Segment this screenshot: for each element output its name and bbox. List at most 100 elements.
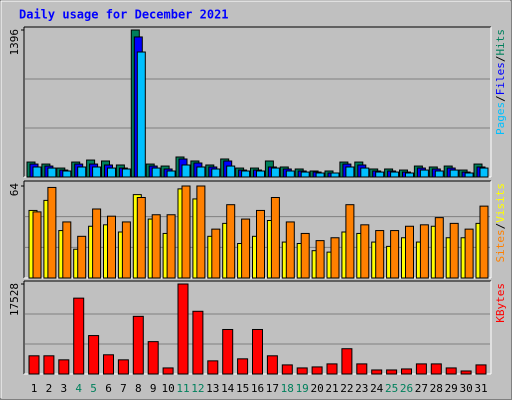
bar [285, 170, 295, 178]
bar [270, 167, 280, 178]
legend: KBytes [494, 283, 507, 323]
x-tick-label: 3 [60, 382, 67, 395]
bar [117, 359, 129, 375]
x-tick-label: 4 [75, 382, 82, 395]
bar [449, 169, 459, 178]
bar [73, 297, 85, 375]
bar [166, 214, 176, 279]
x-tick-label: 13 [206, 382, 219, 395]
legend-separator: / [494, 95, 507, 102]
bar [92, 166, 102, 178]
bar [121, 221, 131, 279]
y-tick-label: 64 [8, 183, 21, 197]
bar [326, 363, 338, 375]
bar [360, 167, 370, 178]
bar [121, 168, 131, 178]
x-tick-label: 20 [310, 382, 323, 395]
bar [315, 240, 325, 279]
bar [356, 363, 368, 375]
bar [300, 171, 310, 178]
legend: Sites/Visits [494, 183, 507, 263]
bar [32, 166, 42, 178]
bar [345, 204, 355, 279]
bar [315, 172, 325, 178]
x-tick-label: 9 [150, 382, 157, 395]
bar [103, 354, 114, 375]
bar [419, 224, 429, 279]
bar [281, 364, 293, 375]
bar [311, 366, 323, 375]
bar [151, 167, 161, 178]
legend-entry: Hits [494, 29, 507, 56]
bar [464, 172, 474, 178]
panel [24, 27, 491, 177]
bar [341, 348, 353, 375]
bar [330, 237, 340, 279]
bar [464, 228, 474, 279]
bar [386, 369, 398, 375]
bar [479, 205, 489, 279]
bar [147, 341, 159, 375]
bar [28, 355, 40, 375]
y-tick-label: 17528 [8, 283, 21, 316]
x-tick-label: 2 [46, 382, 53, 395]
bar [177, 283, 189, 375]
x-tick-label: 18 [281, 382, 294, 395]
bar [430, 363, 442, 375]
bar [401, 368, 412, 375]
legend-entry: Visits [494, 183, 507, 223]
legend-entry: Sites [494, 229, 507, 262]
bar [47, 186, 57, 279]
x-tick-label: 11 [176, 382, 189, 395]
x-tick-label: 14 [221, 382, 235, 395]
bar [300, 232, 310, 279]
bar [330, 172, 340, 178]
bar [375, 230, 385, 279]
legend-entry: KBytes [494, 283, 507, 323]
bar [237, 358, 249, 375]
bar [371, 369, 383, 375]
bar [434, 170, 444, 178]
bar [252, 328, 263, 375]
bar [345, 166, 355, 178]
x-tick-label: 29 [445, 382, 458, 395]
bar [58, 359, 70, 375]
x-tick-label: 7 [120, 382, 127, 395]
bar [296, 367, 308, 375]
x-tick-label: 27 [415, 382, 428, 395]
bar [222, 328, 234, 375]
bar [192, 310, 204, 375]
legend: Pages/Files/Hits [494, 29, 507, 135]
bar [107, 167, 116, 178]
bar [405, 172, 414, 178]
bar [475, 364, 487, 375]
bar [166, 170, 176, 178]
bar [88, 335, 100, 375]
x-tick-label: 16 [251, 382, 264, 395]
bar [62, 221, 72, 279]
x-tick-label: 23 [355, 382, 368, 395]
bar [136, 197, 146, 279]
bar [181, 164, 191, 178]
x-tick-label: 6 [105, 382, 112, 395]
bar [92, 208, 102, 279]
legend-separator: / [494, 56, 507, 63]
x-tick-label: 10 [161, 382, 174, 395]
bar [419, 169, 429, 178]
bar [241, 170, 251, 178]
bar [43, 355, 55, 375]
y-tick-label: 1396 [8, 29, 21, 56]
bar [449, 222, 459, 279]
bar [390, 230, 400, 279]
legend-separator: / [494, 223, 507, 230]
x-tick-label: 28 [430, 382, 443, 395]
bar [415, 363, 427, 375]
bar [62, 170, 72, 178]
x-tick-label: 22 [340, 382, 353, 395]
legend-entry: Files [494, 62, 507, 95]
bar [77, 166, 87, 178]
bar [434, 217, 444, 279]
bar [256, 170, 265, 178]
